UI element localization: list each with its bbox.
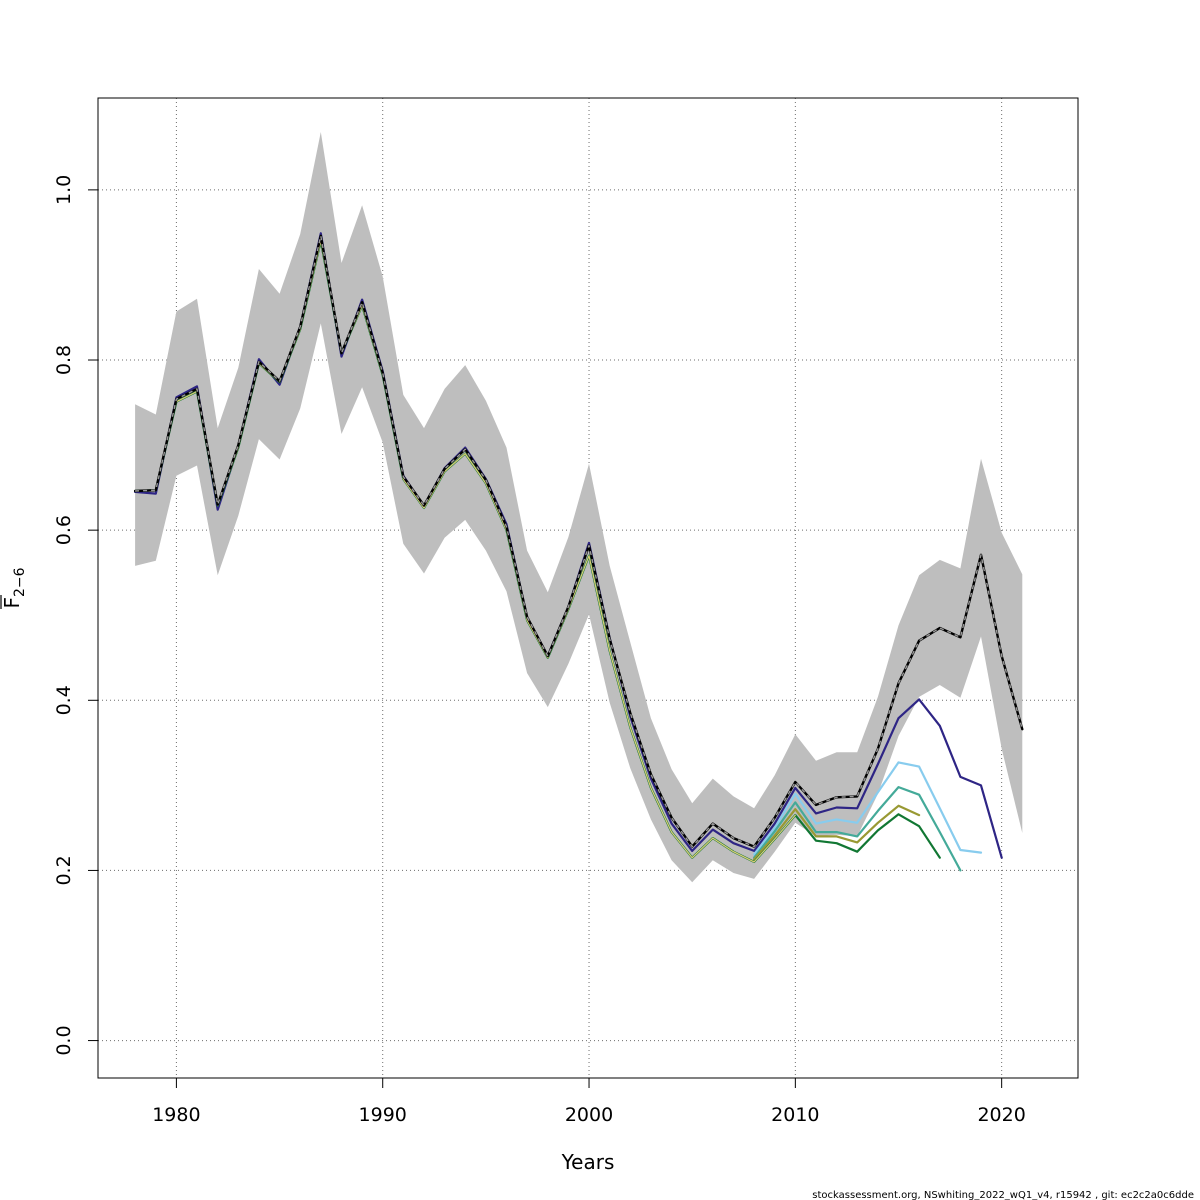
y-tick-label: 0.2: [53, 855, 75, 885]
x-tick-label: 1980: [152, 1104, 200, 1126]
y-axis-title-subscript: 2−6: [12, 567, 28, 597]
x-tick-label: 2020: [977, 1104, 1025, 1126]
series-layer: [133, 232, 1024, 872]
x-axis: 1980 1990 2000 2010 2020: [152, 1078, 1026, 1126]
y-axis-title: F2−6: [0, 567, 28, 609]
y-tick-label: 0.6: [53, 515, 75, 545]
y-tick-label: 0.4: [53, 685, 75, 715]
y-axis-title-main: F: [0, 597, 24, 609]
footer-credit: stockassessment.org, NSwhiting_2022_wQ1_…: [812, 1190, 1194, 1200]
y-tick-label: 0.8: [53, 345, 75, 375]
plot-frame: [97, 97, 1079, 1079]
series-line: [752, 761, 983, 856]
series-line: [752, 785, 962, 872]
series-line: [135, 235, 1023, 848]
x-axis-title: Years: [561, 1150, 615, 1174]
x-tick-label: 1990: [359, 1104, 407, 1126]
x-tick-label: 2010: [771, 1104, 819, 1126]
x-tick-label: 2000: [565, 1104, 613, 1126]
y-axis: 0.0 0.2 0.4 0.6 0.8 1.0: [53, 175, 98, 1056]
y-tick-label: 0.0: [53, 1025, 75, 1055]
series-line: [752, 804, 921, 861]
svg-text:F2−6: F2−6: [0, 567, 28, 608]
y-tick-label: 1.0: [53, 175, 75, 205]
